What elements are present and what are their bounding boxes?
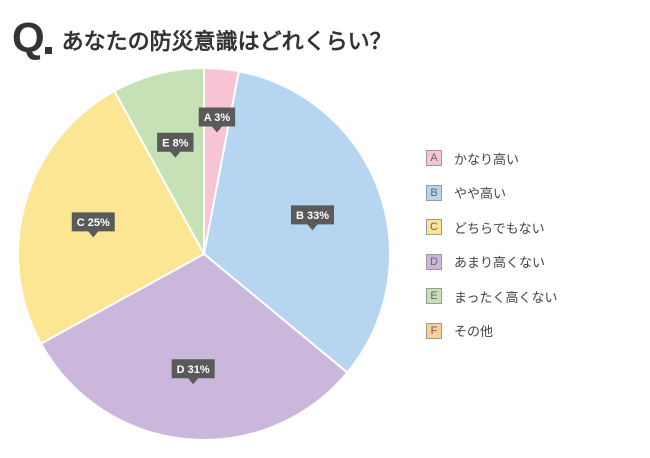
legend-item-c: C どちらでもない [426, 217, 557, 237]
legend-item-b: B やや高い [426, 183, 557, 203]
legend-item-e: E まったく高くない [426, 286, 557, 306]
legend-label: あまり高くない [454, 256, 546, 271]
chart-title: Q あなたの防災意識はどれくらい？ [12, 14, 392, 61]
data-label-text: D 31% [177, 364, 210, 376]
data-label-text: A 3% [204, 112, 231, 124]
pie-slice-d [39, 252, 349, 441]
data-label-e: E 8% [157, 132, 194, 158]
pie-slice-e [113, 66, 205, 255]
data-label-text: B 33% [296, 210, 329, 222]
legend-item-d: D あまり高くない [426, 252, 557, 272]
legend-label: まったく高くない [454, 290, 558, 306]
data-label-b: B 33% [291, 205, 335, 231]
legend-label: どちらでもない [454, 221, 545, 237]
data-label-text: C 25% [77, 217, 110, 229]
legend-label: やや高い [454, 187, 507, 202]
legend-label: かなり高い [454, 152, 520, 168]
page-title: あなたの防災意識はどれくらい？ [61, 30, 392, 55]
question-dot [44, 47, 52, 54]
legend-label: その他 [454, 325, 494, 340]
data-label-bubble [71, 212, 115, 238]
legend-item-f: F その他 [426, 321, 557, 341]
data-label-bubble [171, 359, 215, 385]
legend-swatch: A [426, 150, 442, 166]
data-label-d: D 31% [171, 359, 215, 385]
data-label-c: C 25% [71, 212, 115, 238]
question-mark-q: Q [12, 14, 45, 61]
legend-swatch: C [426, 219, 442, 235]
legend-swatch: D [426, 253, 442, 270]
legend-item-a: A かなり高い [426, 148, 557, 168]
data-label-a: A 3% [198, 107, 236, 133]
data-label-bubble [157, 132, 194, 158]
data-label-bubble [291, 205, 335, 231]
data-label-bubble [198, 107, 236, 133]
legend-swatch: F [426, 322, 442, 339]
legend-swatch: E [426, 288, 442, 304]
legend-swatch: B [426, 184, 442, 201]
pie-data-labels: A 3% B 33% D 31% C 25% E 8% [71, 107, 335, 385]
data-label-text: E 8% [162, 137, 189, 149]
chart-legend: A かなり高い B やや高い C どちらでもない D あまり高くない E まったく高くない F その他 [426, 148, 557, 355]
